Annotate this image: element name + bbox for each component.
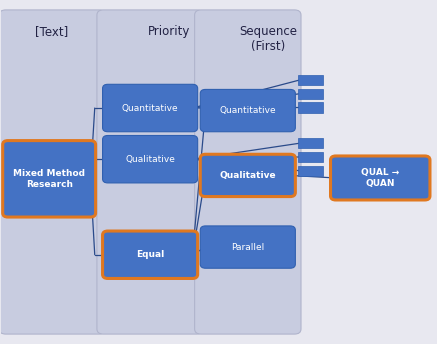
Text: Quantitative: Quantitative <box>219 106 276 115</box>
Text: Priority: Priority <box>147 25 190 38</box>
FancyBboxPatch shape <box>103 136 198 183</box>
Text: Sequence
(First): Sequence (First) <box>239 25 298 53</box>
FancyBboxPatch shape <box>298 152 323 162</box>
Text: Qualitative: Qualitative <box>219 171 276 180</box>
FancyBboxPatch shape <box>103 231 198 278</box>
Text: Qualitative: Qualitative <box>125 155 175 164</box>
FancyBboxPatch shape <box>103 84 198 132</box>
Text: QUAL →
QUAN: QUAL → QUAN <box>361 168 399 188</box>
FancyBboxPatch shape <box>97 10 203 334</box>
FancyBboxPatch shape <box>200 89 295 132</box>
FancyBboxPatch shape <box>298 103 323 112</box>
FancyBboxPatch shape <box>330 156 430 200</box>
FancyBboxPatch shape <box>3 141 96 217</box>
Text: Equal: Equal <box>136 250 164 259</box>
Text: Quantitative: Quantitative <box>122 104 178 112</box>
FancyBboxPatch shape <box>200 154 295 196</box>
FancyBboxPatch shape <box>298 138 323 149</box>
FancyBboxPatch shape <box>298 75 323 85</box>
FancyBboxPatch shape <box>0 10 106 334</box>
FancyBboxPatch shape <box>200 226 295 268</box>
Text: Parallel: Parallel <box>231 243 264 251</box>
FancyBboxPatch shape <box>298 89 323 99</box>
FancyBboxPatch shape <box>298 165 323 176</box>
Text: [Text]: [Text] <box>35 25 68 38</box>
FancyBboxPatch shape <box>194 10 301 334</box>
Text: Mixed Method
Research: Mixed Method Research <box>13 169 85 189</box>
